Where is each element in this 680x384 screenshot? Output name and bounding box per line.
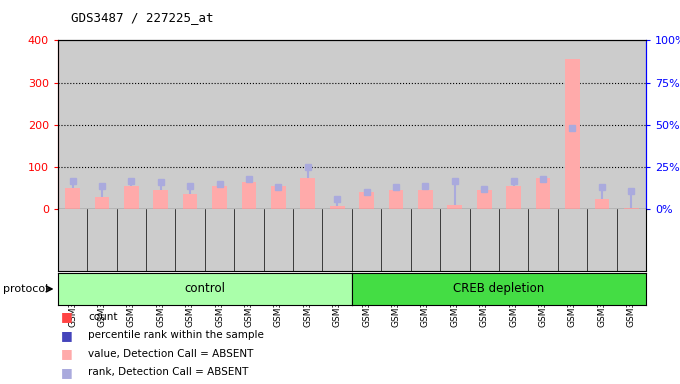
Bar bbox=[389, 190, 403, 209]
Text: ■: ■ bbox=[61, 310, 73, 323]
Bar bbox=[301, 178, 315, 209]
Text: control: control bbox=[184, 283, 225, 295]
Text: protocol: protocol bbox=[3, 284, 49, 294]
Text: ■: ■ bbox=[61, 366, 73, 379]
Text: percentile rank within the sample: percentile rank within the sample bbox=[88, 330, 265, 340]
Text: ■: ■ bbox=[61, 347, 73, 360]
Bar bbox=[565, 59, 580, 209]
Bar bbox=[271, 186, 286, 209]
Bar bbox=[154, 190, 168, 209]
Bar bbox=[359, 192, 374, 209]
Bar bbox=[330, 206, 345, 209]
Bar bbox=[95, 197, 109, 209]
Bar bbox=[536, 178, 550, 209]
Bar bbox=[65, 188, 80, 209]
Bar bbox=[507, 186, 521, 209]
Bar bbox=[241, 182, 256, 209]
Text: count: count bbox=[88, 312, 118, 322]
Text: rank, Detection Call = ABSENT: rank, Detection Call = ABSENT bbox=[88, 367, 249, 377]
Bar bbox=[447, 205, 462, 209]
Bar bbox=[594, 199, 609, 209]
Text: GDS3487 / 227225_at: GDS3487 / 227225_at bbox=[71, 12, 214, 25]
Text: value, Detection Call = ABSENT: value, Detection Call = ABSENT bbox=[88, 349, 254, 359]
Text: CREB depletion: CREB depletion bbox=[454, 283, 545, 295]
Bar bbox=[477, 190, 492, 209]
Bar bbox=[212, 186, 227, 209]
Bar bbox=[418, 190, 432, 209]
Text: ■: ■ bbox=[61, 329, 73, 342]
Bar bbox=[124, 186, 139, 209]
Bar bbox=[183, 195, 197, 209]
